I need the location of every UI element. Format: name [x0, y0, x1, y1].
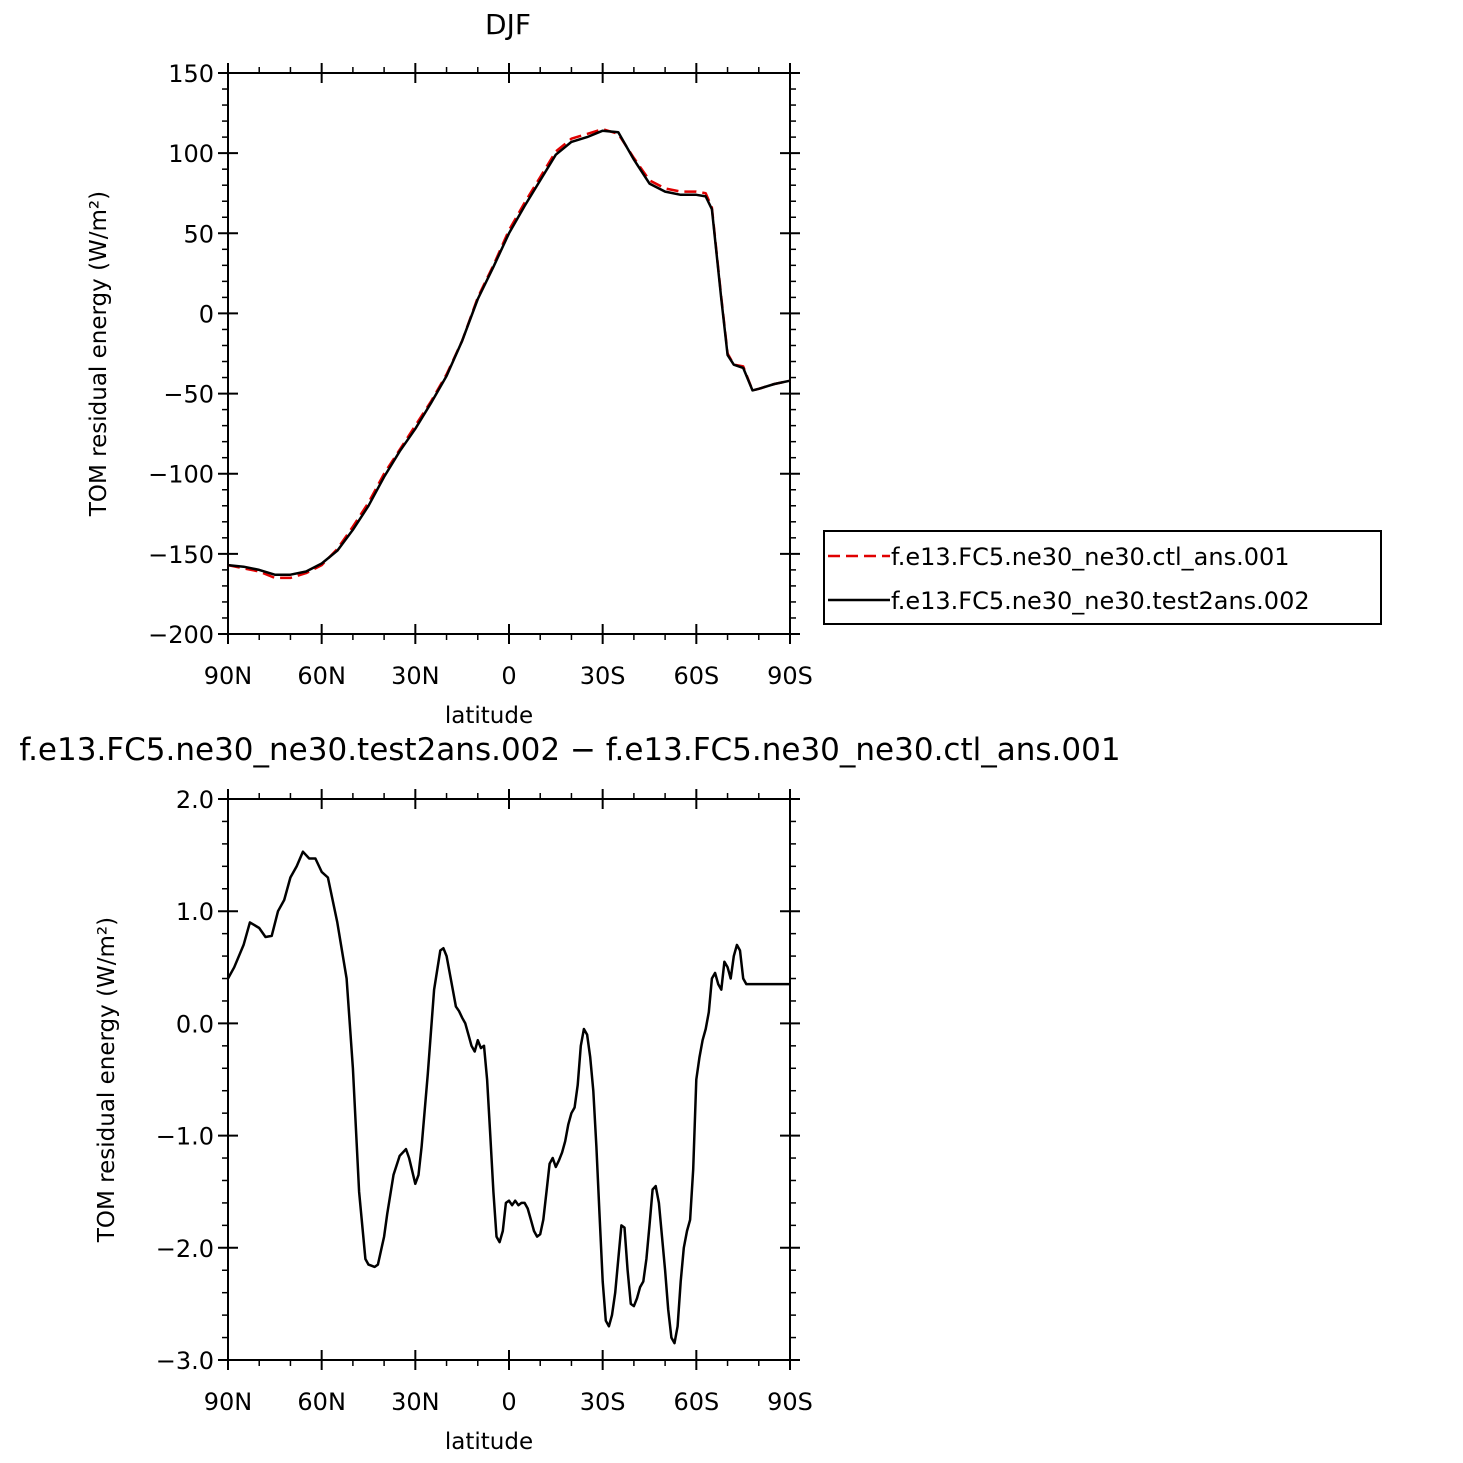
x-tick-label: 0 [501, 662, 516, 690]
y-tick-label: −150 [148, 541, 214, 569]
legend-label-2: f.e13.FC5.ne30_ne30.test2ans.002 [891, 587, 1310, 615]
x-tick-label: 30N [391, 662, 440, 690]
y-tick-label: 150 [168, 60, 214, 88]
chart-2: f.e13.FC5.ne30_ne30.test2ans.002 − f.e13… [19, 732, 1120, 1455]
x-tick-label: 90S [767, 1388, 813, 1416]
x-tick-label: 60N [297, 1388, 346, 1416]
series-line-2 [227, 129, 791, 576]
y-axis-label: TOM residual energy (W/m²) [86, 191, 112, 517]
plot-frame [227, 72, 791, 635]
x-tick-label: 60S [673, 1388, 719, 1416]
y-tick-label: −2.0 [156, 1235, 214, 1263]
x-tick-label: 90N [204, 662, 253, 690]
x-tick-label: 30N [391, 1388, 440, 1416]
chart-1: DJF 150 100 50 0 −50 −100 −150 −200 90N 60N 30N 0 30S… [86, 8, 1382, 729]
y-tick-label: −3.0 [156, 1347, 214, 1375]
y-tick-label: −1.0 [156, 1123, 214, 1151]
y-tick-label: −50 [163, 381, 214, 409]
y-tick-label: −200 [148, 621, 214, 649]
chart-title: f.e13.FC5.ne30_ne30.test2ans.002 − f.e13… [19, 732, 1120, 768]
y-tick-label: −100 [148, 461, 214, 489]
y-tick-label: 0 [199, 300, 214, 328]
legend: f.e13.FC5.ne30_ne30.ctl_ans.001 f.e13.FC5… [823, 530, 1382, 625]
y-tick-label: 1.0 [176, 898, 214, 926]
x-tick-label: 30S [580, 1388, 626, 1416]
series-line-1 [226, 850, 790, 1345]
y-tick-label: 50 [183, 220, 214, 248]
x-tick-label: 60S [673, 662, 719, 690]
x-tick-label: 60N [297, 662, 346, 690]
x-tick-label: 0 [501, 1388, 516, 1416]
y-tick-label: 2.0 [176, 786, 214, 814]
y-axis-label: TOM residual energy (W/m²) [94, 917, 120, 1243]
y-tick-label: 100 [168, 140, 214, 168]
plot-frame [227, 798, 791, 1361]
chart-title: DJF [485, 8, 531, 41]
x-axis-label: latitude [445, 1429, 533, 1455]
x-axis-label: latitude [445, 703, 533, 729]
x-tick-label: 90S [767, 662, 813, 690]
legend-box [823, 530, 1382, 625]
y-tick-label: 0.0 [176, 1010, 214, 1038]
x-tick-label: 30S [580, 662, 626, 690]
x-tick-label: 90N [204, 1388, 253, 1416]
legend-label-1: f.e13.FC5.ne30_ne30.ctl_ans.001 [891, 543, 1290, 571]
